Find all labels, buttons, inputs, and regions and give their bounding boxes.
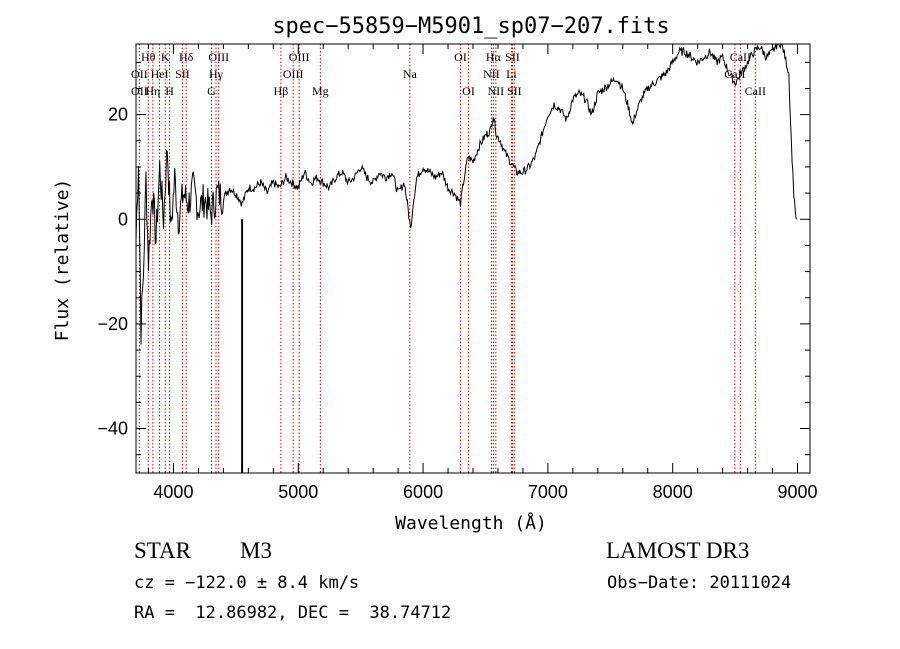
line-marker-label: OIII [283, 67, 304, 81]
coordinates-line: RA = 12.86982, DEC = 38.74712 [134, 603, 452, 623]
line-marker-label: G [207, 84, 216, 98]
object-subclass: M3 [240, 538, 272, 563]
line-marker-label: OII [131, 84, 148, 98]
line-marker-label: OI [462, 84, 475, 98]
y-tick-label: −40 [97, 419, 128, 439]
line-marker-label: SII [507, 84, 522, 98]
line-marker-label: Hδ [179, 50, 194, 64]
line-marker-label: Hα [486, 50, 502, 64]
line-marker-label-group: HθOIIOIIHηHeIKHSIIHδGHγOIIIHβOIIIOIIIMgN… [131, 50, 766, 98]
line-marker-label: CaII [745, 84, 766, 98]
flux-series-group [135, 43, 797, 473]
plot-frame [135, 43, 811, 474]
line-marker-label: Na [403, 67, 418, 81]
x-tick-label: 5000 [278, 482, 318, 502]
observation-date: Obs−Date: 20111024 [607, 573, 792, 593]
x-tick-label: 8000 [653, 482, 693, 502]
y-tick-label: −20 [97, 314, 128, 334]
line-marker-label: K [161, 50, 170, 64]
line-marker-label: SII [175, 67, 190, 81]
line-marker-label: SII [505, 50, 520, 64]
line-marker-label: HeI [151, 67, 169, 81]
line-marker-label: H [165, 84, 174, 98]
redshift-line: cz = −122.0 ± 8.4 km/s [134, 573, 360, 593]
line-marker-label: Hγ [209, 67, 224, 81]
y-axis-label: Flux (relative) [52, 179, 73, 342]
line-marker-label: OIII [208, 50, 229, 64]
x-tick-label: 4000 [153, 482, 193, 502]
line-marker-label: Hη [145, 84, 160, 98]
y-tick-label: 0 [118, 209, 128, 229]
flux-line [135, 43, 797, 345]
survey-name: LAMOST DR3 [606, 538, 750, 563]
line-marker-label: OIII [289, 50, 310, 64]
object-class: STAR [134, 538, 191, 563]
line-marker-label: Li [506, 67, 517, 81]
x-axis-label: Wavelength (Å) [395, 512, 547, 534]
x-tick-label: 9000 [777, 482, 817, 502]
line-marker-label: NII [488, 84, 505, 98]
line-marker-label: OII [131, 67, 148, 81]
line-marker-label: NII [483, 67, 500, 81]
x-tick-label: 7000 [528, 482, 568, 502]
line-marker-label: Hβ [274, 84, 289, 98]
line-marker-group [138, 44, 756, 473]
line-marker-label: Hθ [141, 50, 156, 64]
x-tick-label: 6000 [403, 482, 443, 502]
line-marker-label: CaII [730, 50, 751, 64]
line-marker-label: Mg [312, 84, 329, 98]
axis-ticks: 4000 5000 6000 7000 8000 9000 20 0 −20 −40 [97, 44, 818, 502]
line-marker-label: OI [454, 50, 467, 64]
chart-title: spec−55859−M5901_sp07−207.fits [272, 14, 669, 39]
y-tick-label: 20 [108, 105, 128, 125]
